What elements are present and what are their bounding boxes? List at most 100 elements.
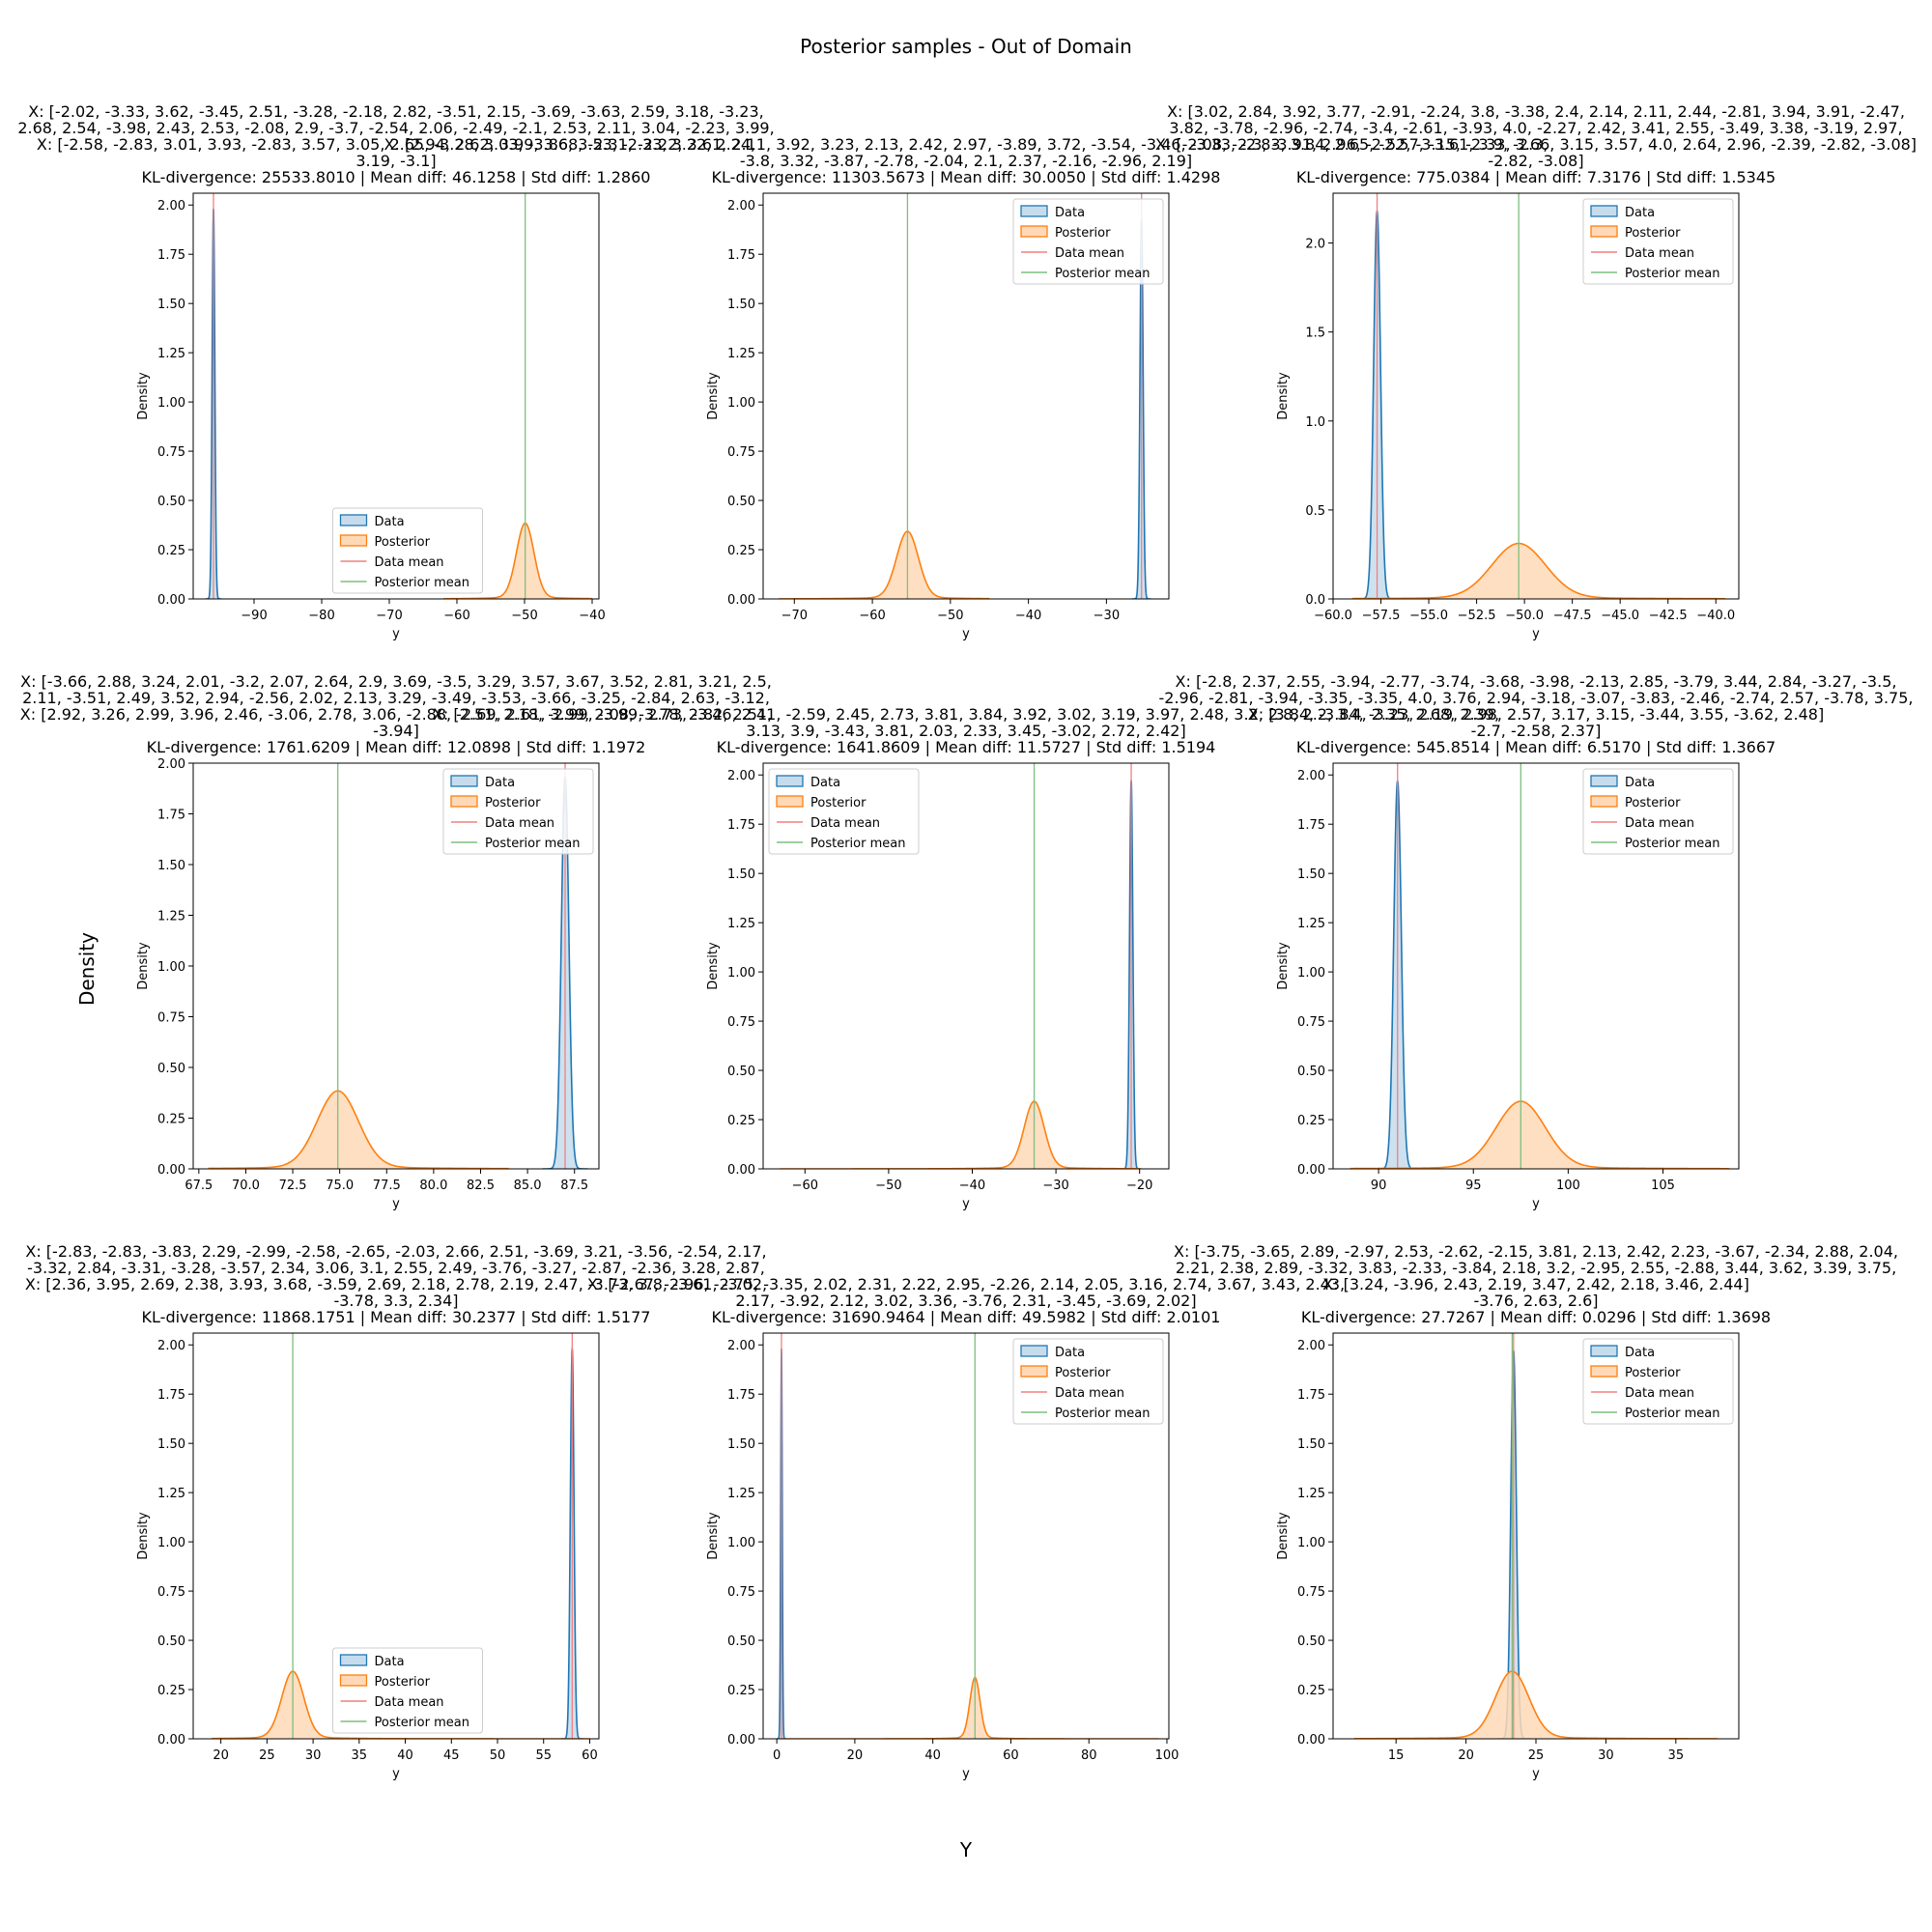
- subplot: X: [-2.8, 2.37, 2.55, -3.94, -2.77, -3.7…: [1159, 672, 1914, 1211]
- y-tick-label: 1.00: [727, 396, 755, 411]
- density-fill-posterior: [443, 523, 592, 599]
- figure-y-label: Density: [75, 932, 99, 1006]
- x-tick-label: −55.0: [1409, 609, 1448, 623]
- y-tick-label: 1.00: [727, 1536, 755, 1550]
- legend: Data Posterior Data mean Posterior mean: [332, 1647, 483, 1734]
- legend-label: Data: [1625, 1346, 1655, 1360]
- y-tick-label: 1.75: [157, 1388, 185, 1403]
- x-axis-label: y: [962, 1767, 970, 1781]
- legend-box: [1012, 1338, 1164, 1425]
- y-tick-label: 0.00: [1297, 1733, 1325, 1747]
- axes-frame: [762, 192, 1170, 600]
- legend: Data Posterior Data mean Posterior mean: [1012, 198, 1164, 285]
- x-tick-label: 105: [1651, 1179, 1675, 1193]
- x-tick-label: 25: [259, 1748, 275, 1763]
- y-tick-label: 0.00: [1297, 1163, 1325, 1178]
- x-tick-label: −60: [443, 609, 469, 623]
- x-tick-label: 75.0: [326, 1179, 354, 1193]
- legend: Data Posterior Data mean Posterior mean: [1582, 198, 1734, 285]
- subplot-title-line: X: [2.94, 2.62, 3.99, 3.68, -2.31, -2.22…: [384, 135, 1548, 154]
- legend-label: Data mean: [1055, 246, 1124, 261]
- subplot: X: [-2.02, -3.33, 3.62, -3.45, 2.51, -3.…: [17, 102, 774, 641]
- legend-label: Data mean: [1055, 1386, 1124, 1401]
- y-tick-label: 0.00: [157, 1733, 185, 1747]
- x-tick-label: 67.5: [185, 1179, 213, 1193]
- x-tick-label: −57.5: [1362, 609, 1401, 623]
- legend-swatch: [1590, 205, 1618, 217]
- density-line-posterior: [780, 1100, 1140, 1169]
- legend-label: Posterior: [485, 796, 541, 810]
- subplot-stats: KL-divergence: 31690.9464 | Mean diff: 4…: [712, 1308, 1221, 1326]
- y-tick-label: 1.25: [1297, 1487, 1325, 1501]
- subplot-title-line: X: [-2.8, 2.37, 2.55, -3.94, -2.77, -3.7…: [1176, 672, 1897, 691]
- y-tick-label: 1.00: [1297, 1536, 1325, 1550]
- y-tick-label: 0.50: [157, 1634, 185, 1649]
- legend-swatch: [776, 775, 804, 787]
- subplot-title-line: 3.13, 3.9, -3.43, 3.81, 2.03, 2.33, 3.45…: [746, 722, 1185, 740]
- legend-label: Posterior mean: [1625, 1406, 1719, 1421]
- y-tick-label: 1.75: [727, 248, 755, 263]
- x-tick-label: 77.5: [373, 1179, 401, 1193]
- legend-label: Data mean: [1625, 246, 1694, 261]
- subplot-title-line: -2.96, -2.81, -3.94, -3.35, -3.35, 4.0, …: [1159, 689, 1914, 707]
- y-tick-label: 0.25: [727, 1684, 755, 1698]
- subplot-title-line: 2.17, -3.92, 2.12, 3.02, 3.36, -3.76, 2.…: [735, 1292, 1196, 1310]
- x-tick-label: 30: [305, 1748, 322, 1763]
- x-tick-label: 82.5: [467, 1179, 495, 1193]
- y-tick-label: 1.00: [157, 960, 185, 975]
- subplot-title-line: X: [3.84, -3.84, -3.23, 2.19, 2.98, 2.57…: [1248, 705, 1824, 724]
- x-tick-label: −45.0: [1601, 609, 1639, 623]
- axes-frame: [1332, 762, 1740, 1170]
- y-tick-label: 2.00: [727, 199, 755, 213]
- y-tick-label: 0.25: [157, 544, 185, 558]
- x-tick-label: 95: [1465, 1179, 1482, 1193]
- x-tick-label: 20: [213, 1748, 229, 1763]
- subplot-title-line: -2.82, -3.08]: [1488, 152, 1583, 170]
- y-tick-label: 0.5: [1305, 504, 1325, 519]
- y-tick-label: 1.25: [727, 1487, 755, 1501]
- legend-label: Data: [1055, 1346, 1085, 1360]
- y-tick-label: 0.75: [1297, 1015, 1325, 1030]
- y-tick-label: 1.25: [157, 910, 185, 924]
- legend: Data Posterior Data mean Posterior mean: [768, 768, 920, 855]
- y-tick-label: 1.75: [727, 818, 755, 833]
- density-fill-posterior: [1351, 543, 1726, 599]
- x-tick-label: −60: [859, 609, 885, 623]
- subplot: X: [-2.67, -2.96, -2.75, -3.35, 2.02, 2.…: [587, 1275, 1345, 1781]
- y-tick-label: 0.00: [727, 1733, 755, 1747]
- subplot-title-line: -3.94]: [373, 722, 419, 740]
- subplot-title-line: -3.76, 2.63, 2.6]: [1473, 1292, 1598, 1310]
- y-tick-label: 0.00: [727, 1163, 755, 1178]
- y-tick-label: 0.25: [1297, 1684, 1325, 1698]
- y-tick-label: 0.50: [157, 495, 185, 509]
- x-tick-label: −30: [1042, 1179, 1068, 1193]
- subplot: X: [-2.83, -2.83, -3.83, 2.29, -2.99, -2…: [25, 1242, 767, 1781]
- legend-swatch: [1590, 795, 1618, 808]
- x-tick-label: 40: [397, 1748, 413, 1763]
- density-line-posterior: [781, 1676, 1159, 1739]
- y-axis-label: Density: [1276, 942, 1291, 990]
- y-tick-label: 0.0: [1305, 593, 1325, 608]
- y-tick-label: 1.00: [157, 1536, 185, 1550]
- subplot-stats: KL-divergence: 11868.1751 | Mean diff: 3…: [142, 1308, 651, 1326]
- x-tick-label: 60: [1003, 1748, 1019, 1763]
- subplot-stats: KL-divergence: 25533.8010 | Mean diff: 4…: [142, 168, 651, 186]
- axes-frame: [762, 1332, 1170, 1740]
- y-tick-label: 0.25: [1297, 1114, 1325, 1128]
- x-tick-label: 70.0: [232, 1179, 260, 1193]
- y-tick-label: 1.00: [1297, 966, 1325, 980]
- legend-box: [442, 768, 594, 855]
- legend-label: Posterior: [1625, 796, 1681, 810]
- x-axis-label: y: [1532, 1197, 1540, 1211]
- legend-swatch: [1020, 205, 1048, 217]
- density-fill-posterior: [212, 1671, 590, 1739]
- x-tick-label: 20: [847, 1748, 864, 1763]
- y-tick-label: 1.00: [727, 966, 755, 980]
- subplot-title-line: X: [-2.02, -3.33, 3.62, -3.45, 2.51, -3.…: [28, 102, 764, 121]
- axes-frame: [192, 1332, 600, 1740]
- subplot-title-line: -3.78, 3.3, 2.34]: [333, 1292, 458, 1310]
- y-axis-label: Density: [1276, 372, 1291, 420]
- y-tick-label: 1.50: [1297, 867, 1325, 882]
- legend-label: Posterior mean: [810, 837, 905, 851]
- legend: Data Posterior Data mean Posterior mean: [332, 507, 483, 594]
